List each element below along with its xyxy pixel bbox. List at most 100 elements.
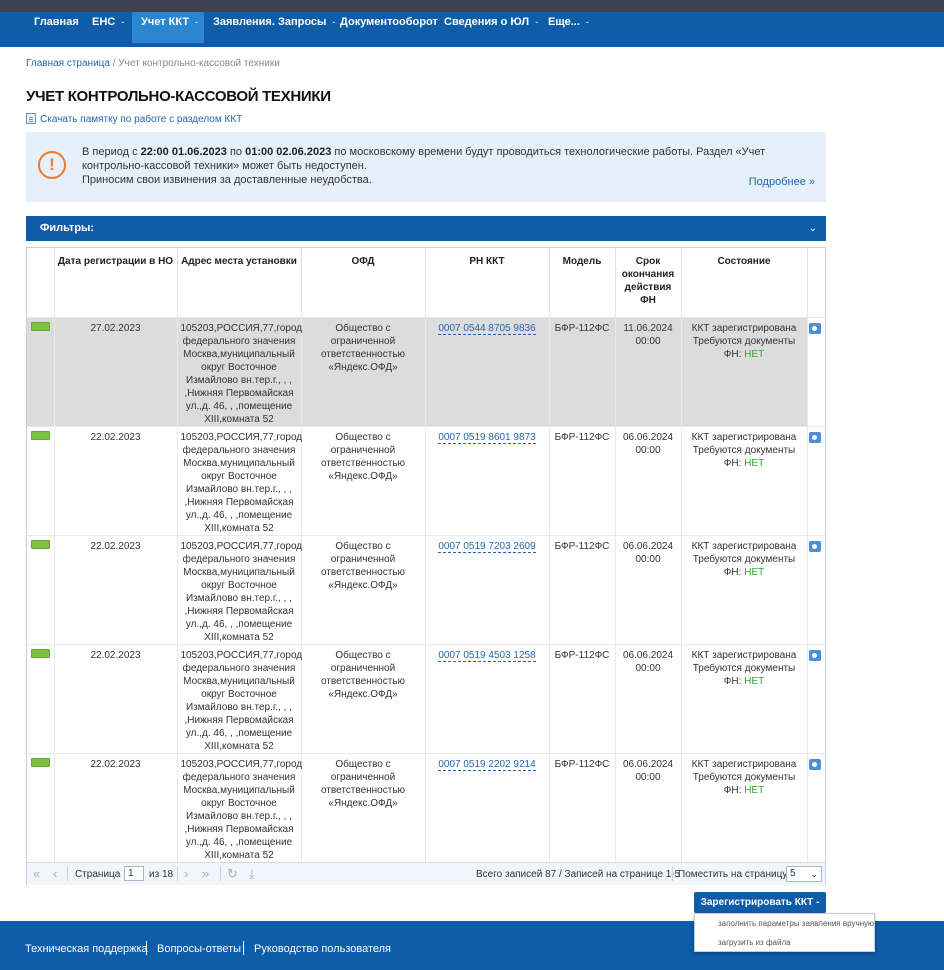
status-cell — [27, 535, 55, 645]
register-dropdown-menu: заполнить параметры заявления вручную за… — [694, 913, 875, 952]
nav-item-company-info[interactable]: Сведения о ЮЛ - — [436, 12, 538, 43]
refresh-icon[interactable]: ↻ — [227, 866, 238, 881]
chevron-down-icon: - — [816, 897, 820, 908]
reg-date-cell: 27.02.2023 — [54, 317, 178, 427]
column-header-address[interactable]: Адрес места установки — [177, 248, 302, 318]
nav-item-ens[interactable]: ЕНС - — [84, 12, 128, 43]
state-cell: ККТ зарегистрирована Требуются документы Ф… — [681, 426, 808, 536]
column-header-state[interactable]: Состояние — [681, 248, 808, 318]
fn-expiry-cell: 11.06.2024 00:00 — [615, 317, 682, 427]
rn-link[interactable]: 0007 0544 8705 9836 — [438, 322, 536, 335]
state-cell: ККТ зарегистрирована Требуются документы Ф… — [681, 753, 808, 863]
state-cell: ККТ зарегистрирована Требуются документы Ф… — [681, 317, 808, 427]
nav-item-home[interactable]: Главная — [26, 12, 82, 43]
nav-item-more[interactable]: Еще... - — [540, 12, 600, 43]
rn-link[interactable]: 0007 0519 2202 9214 — [438, 758, 536, 771]
column-header-rn[interactable]: РН ККТ — [425, 248, 550, 318]
model-cell: БФР-112ФС — [549, 644, 616, 754]
table-row[interactable]: 22.02.2023 105203,РОССИЯ,77,город федера… — [27, 535, 825, 645]
table-row[interactable]: 22.02.2023 105203,РОССИЯ,77,город федера… — [27, 644, 825, 754]
ofd-cell: Общество с ограниченной ответственностью… — [301, 753, 426, 863]
table-row[interactable]: 27.02.2023 105203,РОССИЯ,77,город федера… — [27, 317, 825, 427]
footer-divider — [146, 941, 147, 955]
address-cell: 105203,РОССИЯ,77,город федерального знач… — [177, 426, 302, 536]
pager-divider — [220, 867, 221, 881]
rn-cell: 0007 0519 7203 2609 — [425, 535, 550, 645]
ofd-cell: Общество с ограниченной ответственностью… — [301, 535, 426, 645]
fn-expiry-cell: 06.06.2024 00:00 — [615, 753, 682, 863]
warning-icon: ! — [38, 151, 66, 179]
browser-top-strip — [0, 0, 944, 12]
card-view-icon[interactable] — [809, 322, 822, 334]
rn-link[interactable]: 0007 0519 4503 1258 — [438, 649, 536, 662]
nav-item-requests[interactable]: Заявления. Запросы - — [205, 12, 335, 43]
notice-more-link[interactable]: Подробнее » — [748, 176, 815, 188]
main-nav: Главная ЕНС - Учет ККТ - Заявления. Запрос… — [0, 12, 944, 47]
breadcrumb-separator: / — [112, 58, 116, 69]
address-cell: 105203,РОССИЯ,77,город федерального знач… — [177, 644, 302, 754]
action-cell — [807, 426, 825, 536]
nav-item-kkt[interactable]: Учет ККТ - — [132, 12, 204, 43]
nav-item-documents[interactable]: Документооборот — [332, 12, 438, 43]
card-view-icon[interactable] — [809, 431, 822, 443]
menu-item-manual-fill[interactable]: заполнить параметры заявления вручную — [718, 919, 875, 928]
filters-bar[interactable]: Фильтры: ⌄ — [26, 216, 826, 241]
menu-item-upload-file[interactable]: загрузить из файла — [718, 938, 791, 947]
footer-link-support[interactable]: Техническая поддержка — [25, 943, 148, 955]
pager-divider — [177, 867, 178, 881]
card-view-icon[interactable] — [809, 649, 822, 661]
page-number-input[interactable]: 1 — [124, 866, 144, 881]
last-page-icon[interactable]: » — [202, 866, 210, 881]
footer-link-faq[interactable]: Вопросы-ответы — [157, 943, 242, 955]
reg-date-cell: 22.02.2023 — [54, 426, 178, 536]
filters-label: Фильтры: — [40, 222, 95, 234]
fn-expiry-cell: 06.06.2024 00:00 — [615, 644, 682, 754]
table-row[interactable]: 22.02.2023 105203,РОССИЯ,77,город федера… — [27, 753, 825, 863]
pager-divider — [672, 867, 673, 881]
register-kkt-button[interactable]: Зарегистрировать ККТ - — [694, 892, 826, 913]
memo-download-link[interactable]: Скачать памятку по работе с разделом ККТ — [26, 113, 242, 125]
chevron-down-icon: ⌄ — [808, 223, 817, 234]
fn-expiry-cell: 06.06.2024 00:00 — [615, 426, 682, 536]
model-cell: БФР-112ФС — [549, 317, 616, 427]
memo-link-label: Скачать памятку по работе с разделом ККТ — [40, 114, 243, 125]
document-icon — [26, 113, 36, 124]
notice-from: 22:00 01.06.2023 — [140, 146, 227, 158]
card-view-icon[interactable] — [809, 540, 822, 552]
action-cell — [807, 644, 825, 754]
page-count: из 18 — [149, 869, 174, 880]
column-header-model[interactable]: Модель — [549, 248, 616, 318]
breadcrumb-home-link[interactable]: Главная страница — [26, 58, 110, 69]
kkt-table: Дата регистрации в НО Адрес места устано… — [26, 247, 826, 885]
model-cell: БФР-112ФС — [549, 753, 616, 863]
prev-page-icon[interactable]: ‹ — [53, 866, 58, 881]
table-row[interactable]: 22.02.2023 105203,РОССИЯ,77,город федера… — [27, 426, 825, 536]
export-icon[interactable]: ⤓ — [249, 866, 255, 881]
card-view-icon[interactable] — [809, 758, 822, 770]
rn-cell: 0007 0519 2202 9214 — [425, 753, 550, 863]
column-header-reg-date[interactable]: Дата регистрации в НО — [54, 248, 178, 318]
chevron-down-icon: ⌄ — [810, 869, 818, 879]
column-header-fn-expiry[interactable]: Срок окончания действия ФН — [615, 248, 682, 318]
status-indicator-icon — [30, 321, 50, 331]
ofd-cell: Общество с ограниченной ответственностью… — [301, 317, 426, 427]
status-indicator-icon — [30, 757, 50, 767]
chevron-down-icon: - — [121, 17, 125, 27]
column-header-ofd[interactable]: ОФД — [301, 248, 426, 318]
state-cell: ККТ зарегистрирована Требуются документы Ф… — [681, 644, 808, 754]
first-page-icon[interactable]: « — [33, 866, 41, 881]
maintenance-notice: ! В период с 22:00 01.06.2023 по 01:00 0… — [26, 132, 826, 202]
fn-expiry-cell: 06.06.2024 00:00 — [615, 535, 682, 645]
footer-link-manual[interactable]: Руководство пользователя — [254, 943, 391, 955]
column-header-actions — [807, 248, 825, 318]
chevron-down-icon: - — [332, 17, 336, 27]
per-page-select[interactable]: 5 ⌄ — [786, 866, 822, 882]
rn-link[interactable]: 0007 0519 7203 2609 — [438, 540, 536, 553]
status-cell — [27, 317, 55, 427]
action-cell — [807, 753, 825, 863]
notice-text: В период с 22:00 01.06.2023 по 01:00 02.… — [82, 146, 766, 186]
table-header-row: Дата регистрации в НО Адрес места устано… — [27, 248, 825, 318]
rn-cell: 0007 0519 4503 1258 — [425, 644, 550, 754]
next-page-icon[interactable]: › — [184, 866, 189, 881]
rn-link[interactable]: 0007 0519 8601 9873 — [438, 431, 536, 444]
